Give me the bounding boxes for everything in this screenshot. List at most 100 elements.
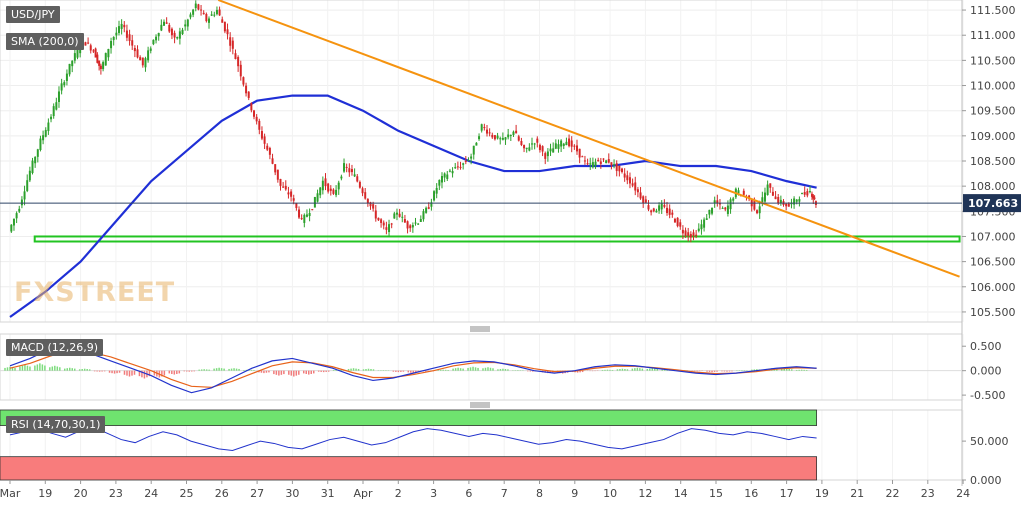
candle-body — [374, 210, 377, 219]
candle-body — [253, 110, 256, 117]
candle-body — [115, 32, 118, 36]
candle-body — [390, 223, 393, 225]
y-tick-label: 105.500 — [970, 306, 1016, 319]
candle-body — [104, 53, 107, 66]
x-tick-label: 26 — [215, 487, 229, 500]
candle-body — [583, 160, 586, 162]
candle-body — [425, 207, 428, 213]
candle-body — [430, 202, 433, 207]
rsi-y-tick-label: 50.000 — [970, 435, 1009, 448]
candle-body — [388, 224, 391, 233]
candle-body — [99, 65, 102, 69]
candle-body — [237, 57, 240, 67]
symbol-label: USD/JPY — [6, 6, 60, 23]
candle-body — [208, 18, 211, 23]
candle-body — [79, 47, 82, 54]
candle-body — [549, 148, 552, 152]
candle-body — [642, 196, 645, 203]
x-tick-label: 7 — [501, 487, 508, 500]
candle-body — [753, 200, 756, 210]
candle-body — [327, 183, 330, 192]
x-tick-label: Mar — [0, 487, 21, 500]
candle-body — [44, 129, 47, 137]
candle-body — [12, 218, 15, 226]
candle-body — [520, 141, 523, 145]
candle-body — [165, 22, 168, 24]
candle-body — [221, 19, 224, 23]
support-zone-rect — [33, 235, 961, 243]
candle-body — [475, 142, 478, 146]
candle-body — [63, 82, 66, 86]
candle-body — [406, 221, 409, 229]
candle-body — [485, 129, 488, 134]
candle-body — [194, 3, 197, 9]
panel-resize-handle-macd[interactable] — [470, 326, 490, 332]
candle-body — [594, 161, 597, 166]
candle-body — [52, 106, 55, 117]
candle-body — [546, 151, 549, 157]
candle-body — [178, 31, 181, 39]
candle-body — [335, 189, 338, 196]
candle-body — [144, 58, 147, 68]
x-tick-label: 12 — [638, 487, 652, 500]
candle-body — [369, 202, 372, 207]
candle-body — [68, 63, 71, 75]
candle-body — [464, 160, 467, 162]
candle-body — [613, 164, 616, 166]
x-tick-label: 10 — [603, 487, 617, 500]
panel-resize-handle-rsi[interactable] — [470, 402, 490, 408]
candle-body — [184, 24, 187, 27]
candle-body — [610, 162, 613, 166]
candle-body — [692, 232, 695, 236]
candle-body — [810, 193, 813, 197]
candle-body — [242, 77, 245, 85]
candle-body — [110, 40, 113, 49]
candle-body — [480, 124, 483, 131]
x-tick-label: 22 — [886, 487, 900, 500]
candle-body — [599, 161, 602, 164]
candle-body — [411, 225, 414, 228]
candle-body — [210, 14, 213, 16]
candle-body — [332, 189, 335, 194]
candle-body — [348, 168, 351, 173]
candle-body — [372, 204, 375, 209]
candle-body — [31, 160, 34, 174]
candle-body — [266, 145, 269, 150]
x-tick-label: 3 — [430, 487, 437, 500]
candle-body — [533, 143, 536, 145]
candle-body — [345, 166, 348, 168]
candle-body — [353, 174, 356, 177]
candle-body — [523, 145, 526, 149]
candle-body — [615, 163, 618, 171]
y-tick-label: 110.000 — [970, 80, 1016, 93]
candle-body — [287, 192, 290, 195]
rsi-line — [9, 426, 817, 451]
candle-body — [139, 57, 142, 61]
candle-body — [673, 218, 676, 223]
y-tick-label: 106.000 — [970, 281, 1016, 294]
candle-body — [703, 219, 706, 228]
candle-body — [258, 120, 261, 130]
candle-body — [226, 29, 229, 35]
candle-body — [758, 206, 761, 214]
candle-body — [787, 203, 790, 207]
candle-body — [695, 234, 698, 236]
candle-body — [750, 198, 753, 207]
candle-body — [462, 163, 465, 165]
candle-body — [541, 146, 544, 152]
candle-body — [223, 21, 226, 32]
candle-body — [658, 205, 661, 211]
candle-body — [393, 213, 396, 219]
candle-body — [10, 224, 13, 232]
candle-body — [133, 47, 136, 52]
candle-body — [84, 42, 87, 46]
candle-body — [200, 9, 203, 11]
candle-body — [565, 141, 568, 146]
candle-body — [501, 137, 504, 140]
candle-body — [732, 198, 735, 201]
candle-body — [152, 39, 155, 45]
candle-body — [213, 14, 216, 16]
candle-body — [401, 216, 404, 218]
candle-body — [795, 199, 798, 202]
candle-body — [742, 190, 745, 195]
